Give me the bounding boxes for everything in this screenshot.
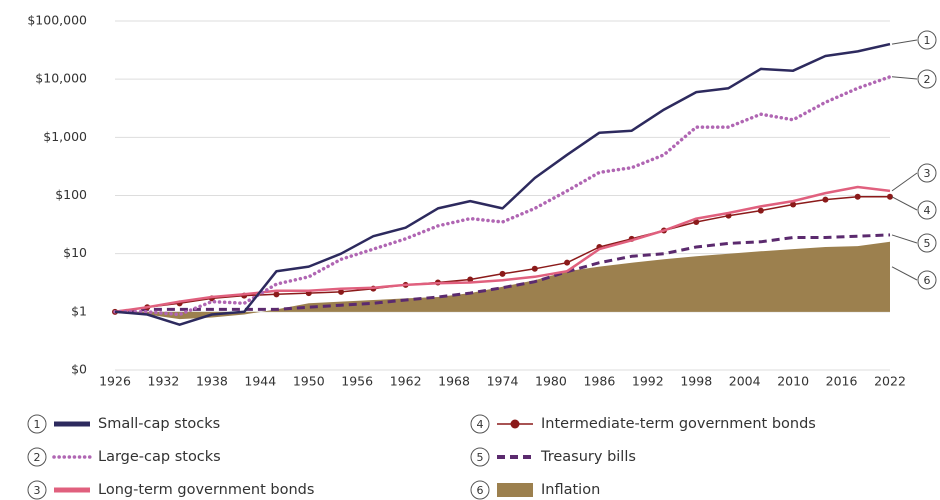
- legend-circle: [27, 447, 47, 467]
- callout-circle: [917, 200, 937, 220]
- legend-marker: [510, 419, 520, 429]
- x-tick-label: 2016: [826, 374, 858, 389]
- y-tick-label: $10: [63, 245, 87, 260]
- marker: [887, 193, 893, 200]
- x-tick-label: 1968: [438, 374, 470, 389]
- x-tick-label: 2010: [777, 374, 809, 389]
- callout-circle: [917, 233, 937, 253]
- y-tick-label: $1,000: [43, 129, 87, 144]
- legend-number: 4: [477, 418, 484, 431]
- legend-number: 1: [34, 418, 41, 431]
- legend-label: Long-term government bonds: [98, 482, 314, 498]
- callout-circle: [917, 30, 937, 50]
- callout-circle: [917, 163, 937, 183]
- callout-number: 4: [924, 204, 931, 217]
- legend-circle: [470, 447, 490, 467]
- x-tick-label: 1974: [487, 374, 519, 389]
- legend-swatch: [497, 483, 533, 497]
- x-tick-label: 1926: [99, 374, 131, 389]
- legend-circle: [470, 480, 490, 500]
- callout-number: 1: [924, 34, 931, 47]
- legend-number: 3: [34, 484, 41, 497]
- legend-label: Treasury bills: [540, 449, 636, 465]
- x-tick-label: 2022: [874, 374, 906, 389]
- callout-circle: [917, 270, 937, 290]
- callout-number: 5: [924, 237, 931, 250]
- marker: [564, 259, 571, 266]
- marker: [822, 196, 829, 203]
- y-tick-label: $100,000: [27, 13, 87, 28]
- legend-label: Large-cap stocks: [98, 449, 221, 465]
- callout-number: 2: [924, 73, 931, 86]
- line: [114, 233, 891, 314]
- x-tick-label: 1950: [293, 374, 325, 389]
- legend-number: 2: [34, 451, 41, 464]
- legend-number: 5: [477, 451, 484, 464]
- marker: [273, 291, 280, 298]
- callout-line: [891, 234, 918, 244]
- callout-number: 6: [924, 274, 931, 287]
- x-tick-label: 2004: [729, 374, 761, 389]
- x-tick-label: 1992: [632, 374, 664, 389]
- line: [113, 75, 892, 317]
- marker: [790, 201, 797, 208]
- y-tick-label: $0: [71, 362, 87, 377]
- callout-line: [891, 39, 918, 45]
- marker: [693, 219, 700, 226]
- legend-label: Inflation: [541, 482, 600, 498]
- x-tick-label: 1980: [535, 374, 567, 389]
- legend-circle: [470, 414, 490, 434]
- x-tick-label: 1944: [244, 374, 276, 389]
- callout-line: [891, 266, 918, 281]
- area: [115, 241, 890, 320]
- callout-line: [891, 76, 918, 80]
- callout-line: [891, 196, 918, 211]
- y-tick-label: $100: [55, 187, 87, 202]
- marker: [467, 276, 474, 283]
- legend-label: Small-cap stocks: [98, 416, 220, 432]
- callout-number: 3: [924, 167, 931, 180]
- marker: [531, 265, 538, 272]
- line: [114, 185, 891, 314]
- legend-label: Intermediate-term government bonds: [541, 416, 816, 432]
- line: [114, 42, 891, 326]
- legend-number: 6: [477, 484, 484, 497]
- x-tick-label: 1938: [196, 374, 228, 389]
- x-tick-label: 1956: [341, 374, 373, 389]
- marker: [499, 270, 506, 277]
- x-tick-label: 1986: [583, 374, 615, 389]
- y-tick-label: $1: [71, 303, 87, 318]
- x-tick-label: 1932: [148, 374, 180, 389]
- marker: [854, 193, 861, 200]
- legend-circle: [27, 414, 47, 434]
- x-tick-label: 1962: [390, 374, 422, 389]
- callout-circle: [917, 69, 937, 89]
- callout-line: [891, 172, 918, 192]
- marker: [338, 288, 345, 295]
- y-tick-label: $10,000: [35, 71, 87, 86]
- x-tick-label: 1998: [680, 374, 712, 389]
- legend-circle: [27, 480, 47, 500]
- marker: [757, 207, 764, 214]
